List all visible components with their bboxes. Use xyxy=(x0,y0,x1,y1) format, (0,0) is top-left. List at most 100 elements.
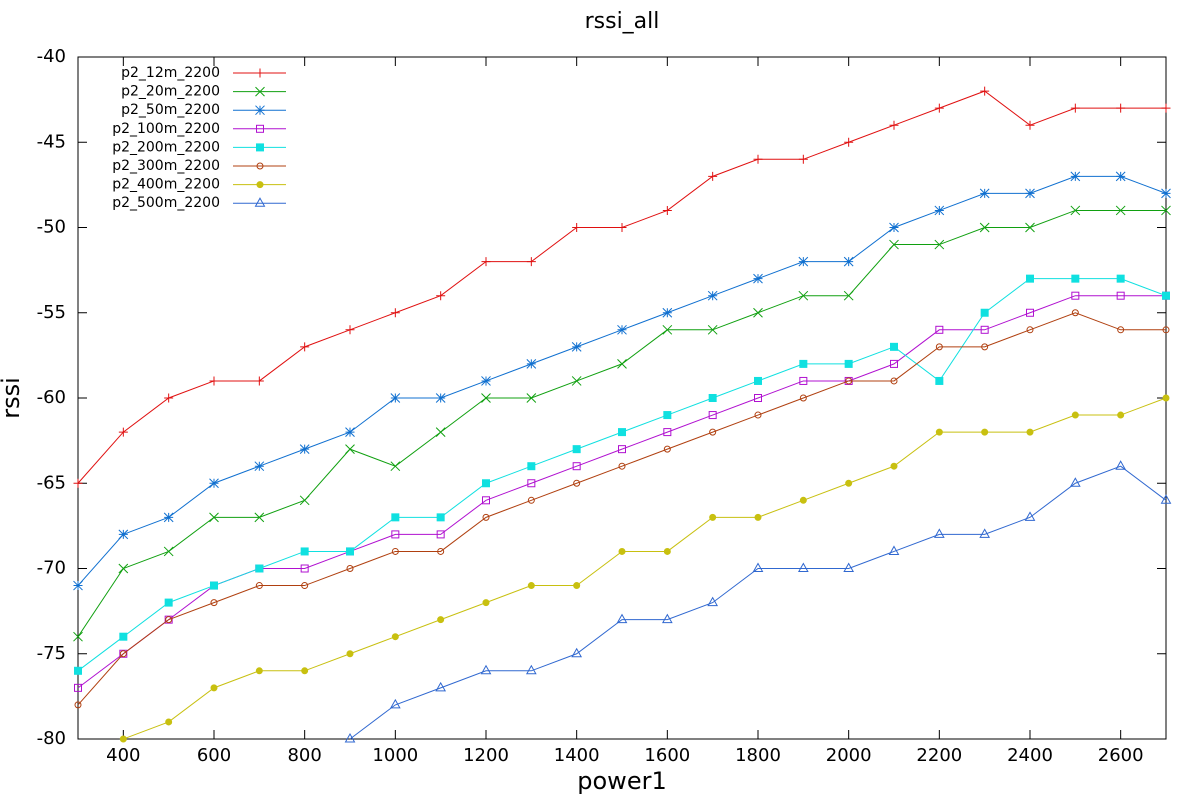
x-tick-label: 1200 xyxy=(463,745,509,766)
point xyxy=(935,325,944,334)
x-tick-label: 600 xyxy=(197,745,231,766)
point xyxy=(346,650,354,658)
legend-marker xyxy=(256,162,264,170)
point xyxy=(890,377,898,385)
point xyxy=(525,664,537,675)
point xyxy=(799,496,807,504)
point xyxy=(74,701,82,709)
x-tick-label: 2000 xyxy=(826,745,872,766)
point xyxy=(344,732,356,743)
point xyxy=(1115,205,1126,216)
point xyxy=(754,394,762,402)
point xyxy=(119,735,127,743)
point xyxy=(798,290,809,301)
point xyxy=(163,512,174,523)
point xyxy=(754,411,762,419)
point xyxy=(391,547,399,555)
point xyxy=(617,324,627,335)
point xyxy=(209,376,219,386)
point xyxy=(1115,171,1126,182)
point xyxy=(753,154,763,164)
point xyxy=(435,393,446,403)
point xyxy=(346,547,354,556)
legend-label: p2_200m_2200 xyxy=(112,139,220,155)
point xyxy=(663,428,672,437)
legend-label: p2_500m_2200 xyxy=(112,195,220,211)
point xyxy=(843,256,854,267)
x-axis-label: power1 xyxy=(577,767,666,795)
point xyxy=(300,342,310,352)
x-tick-label: 1000 xyxy=(372,745,418,766)
legend-marker xyxy=(256,143,264,152)
point xyxy=(527,582,535,590)
y-tick-label: -65 xyxy=(37,472,66,493)
point xyxy=(980,325,989,334)
point xyxy=(1116,103,1126,113)
point xyxy=(980,308,989,317)
point xyxy=(300,547,309,556)
point xyxy=(119,650,127,658)
point xyxy=(572,223,582,232)
point xyxy=(661,613,673,624)
point xyxy=(1026,326,1034,334)
point xyxy=(73,478,83,488)
legend-label: p2_300m_2200 xyxy=(112,158,220,174)
point xyxy=(526,393,537,403)
point xyxy=(1161,188,1171,199)
point xyxy=(663,445,671,453)
point xyxy=(481,257,491,267)
point xyxy=(889,239,899,250)
legend-label: p2_100m_2200 xyxy=(112,121,220,137)
point xyxy=(573,479,581,487)
y-tick-label: -40 xyxy=(37,46,66,67)
point xyxy=(299,495,310,506)
point xyxy=(1024,511,1036,521)
point xyxy=(1161,205,1171,216)
x-tick-label: 1400 xyxy=(554,745,600,766)
point xyxy=(210,599,218,607)
point xyxy=(979,222,990,233)
y-tick-label: -55 xyxy=(37,302,66,323)
point xyxy=(1070,205,1081,216)
point xyxy=(1025,222,1035,233)
y-tick-label: -70 xyxy=(37,558,66,579)
point xyxy=(709,428,717,436)
point xyxy=(845,377,853,385)
point xyxy=(890,462,898,470)
series-line xyxy=(77,209,1166,637)
legend-label: p2_20m_2200 xyxy=(121,84,220,100)
y-tick-label: -75 xyxy=(37,643,66,664)
point xyxy=(437,547,445,555)
point xyxy=(480,664,492,675)
point xyxy=(526,257,536,267)
series-line xyxy=(349,465,1167,740)
point xyxy=(164,393,174,403)
point xyxy=(616,613,628,624)
point xyxy=(435,681,447,692)
point xyxy=(1117,326,1125,334)
point xyxy=(1026,308,1034,317)
point xyxy=(890,359,898,368)
point xyxy=(663,411,672,420)
point xyxy=(708,394,717,402)
point xyxy=(119,632,128,641)
series-line xyxy=(77,312,1166,706)
point xyxy=(934,239,945,250)
point xyxy=(118,563,129,574)
point xyxy=(933,528,945,538)
point xyxy=(1025,188,1035,199)
point xyxy=(1071,309,1079,317)
y-tick-label: -45 xyxy=(37,131,66,152)
point xyxy=(301,667,309,675)
point xyxy=(981,428,989,436)
point xyxy=(843,290,854,301)
point xyxy=(753,307,763,318)
point xyxy=(707,290,718,301)
point xyxy=(436,291,446,301)
point xyxy=(618,547,626,555)
point xyxy=(981,343,989,351)
point xyxy=(346,565,354,572)
point xyxy=(300,564,309,573)
point xyxy=(482,496,490,505)
